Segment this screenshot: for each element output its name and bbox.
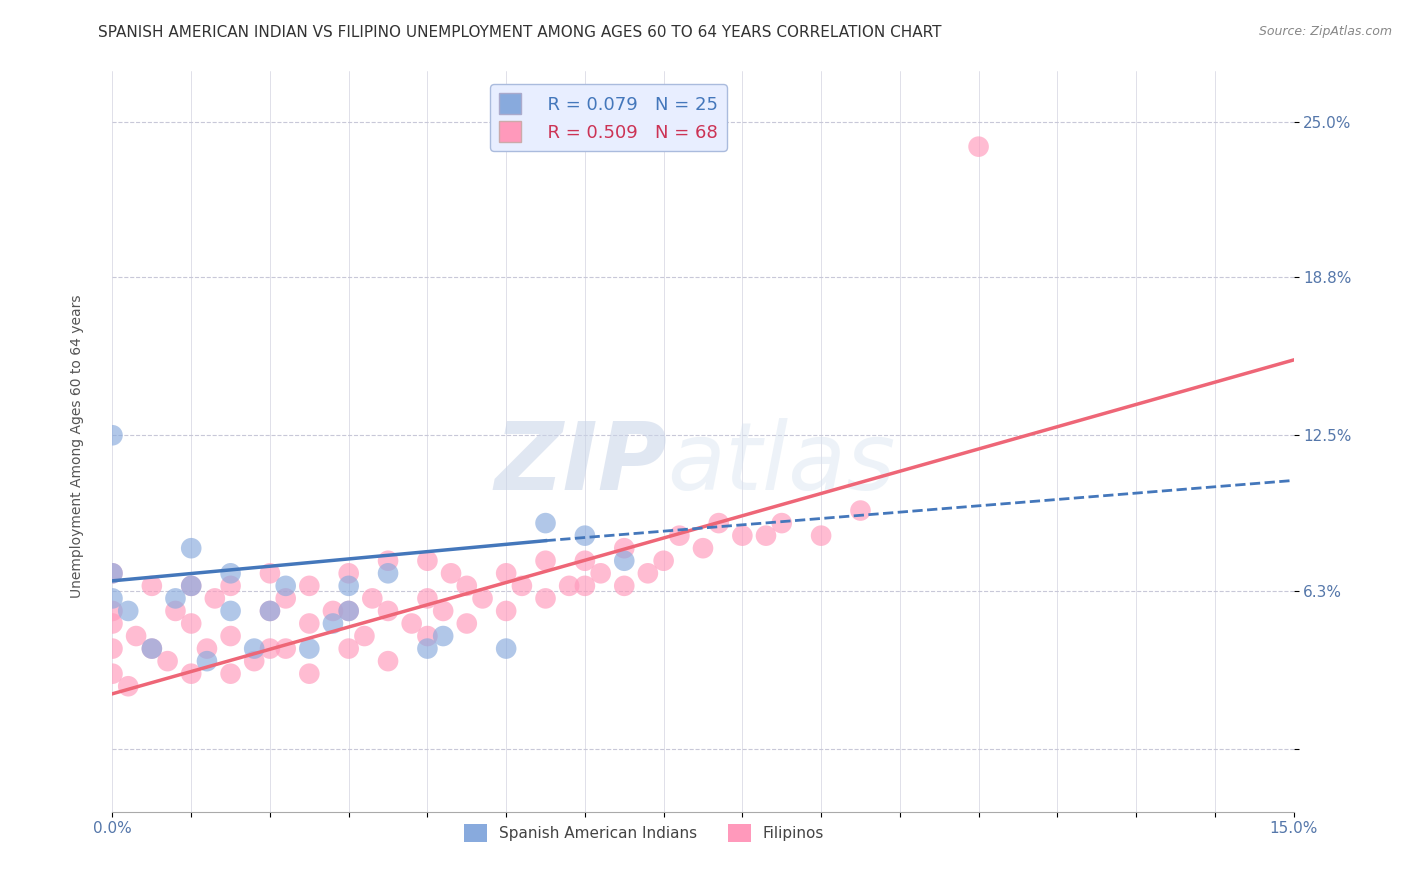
Point (731, 529, 754, 543)
Point (377, 566, 399, 581)
Point (101, 566, 124, 581)
Point (141, 579, 163, 593)
Point (298, 666, 321, 681)
Point (101, 604, 124, 618)
Text: SPANISH AMERICAN INDIAN VS FILIPINO UNEMPLOYMENT AMONG AGES 60 TO 64 YEARS CORRE: SPANISH AMERICAN INDIAN VS FILIPINO UNEM… (98, 25, 942, 40)
Point (117, 604, 139, 618)
Point (337, 566, 360, 581)
Point (755, 529, 778, 543)
Point (613, 579, 636, 593)
Point (353, 629, 375, 643)
Point (432, 604, 454, 618)
Point (440, 566, 463, 581)
Point (101, 591, 124, 606)
Point (810, 529, 832, 543)
Point (668, 529, 690, 543)
Point (416, 554, 439, 568)
Point (337, 641, 360, 656)
Legend: Spanish American Indians, Filipinos: Spanish American Indians, Filipinos (458, 818, 830, 848)
Point (298, 579, 321, 593)
Point (195, 641, 218, 656)
Point (707, 516, 730, 530)
Point (558, 579, 581, 593)
Point (337, 604, 360, 618)
Point (361, 591, 384, 606)
Point (495, 604, 517, 618)
Point (298, 616, 321, 631)
Point (274, 591, 297, 606)
Point (125, 629, 148, 643)
Point (510, 579, 533, 593)
Point (471, 591, 494, 606)
Point (243, 641, 266, 656)
Point (117, 679, 139, 693)
Point (692, 541, 714, 556)
Point (180, 666, 202, 681)
Point (156, 654, 179, 668)
Point (613, 554, 636, 568)
Point (637, 566, 659, 581)
Point (377, 604, 399, 618)
Text: ZIP: ZIP (495, 417, 668, 509)
Point (416, 641, 439, 656)
Point (101, 641, 124, 656)
Point (337, 579, 360, 593)
Point (456, 616, 478, 631)
Point (432, 629, 454, 643)
Point (101, 666, 124, 681)
Point (416, 591, 439, 606)
Point (180, 579, 202, 593)
Point (259, 566, 281, 581)
Point (259, 604, 281, 618)
Point (219, 666, 242, 681)
Point (534, 554, 557, 568)
Point (967, 139, 990, 153)
Point (259, 604, 281, 618)
Point (165, 604, 187, 618)
Point (204, 591, 226, 606)
Point (401, 616, 423, 631)
Point (322, 616, 344, 631)
Point (141, 641, 163, 656)
Point (849, 503, 872, 517)
Point (180, 541, 202, 556)
Point (495, 566, 517, 581)
Point (141, 641, 163, 656)
Text: atlas: atlas (668, 418, 896, 509)
Point (534, 516, 557, 530)
Point (274, 641, 297, 656)
Point (180, 579, 202, 593)
Point (195, 654, 218, 668)
Point (101, 616, 124, 631)
Point (574, 529, 596, 543)
Point (416, 629, 439, 643)
Point (574, 554, 596, 568)
Point (456, 579, 478, 593)
Point (770, 516, 793, 530)
Point (322, 604, 344, 618)
Point (165, 591, 187, 606)
Point (377, 654, 399, 668)
Point (243, 654, 266, 668)
Text: Unemployment Among Ages 60 to 64 years: Unemployment Among Ages 60 to 64 years (70, 294, 84, 598)
Point (274, 579, 297, 593)
Point (534, 591, 557, 606)
Point (219, 566, 242, 581)
Point (180, 616, 202, 631)
Point (652, 554, 675, 568)
Point (259, 641, 281, 656)
Point (613, 541, 636, 556)
Point (219, 629, 242, 643)
Point (377, 554, 399, 568)
Text: Source: ZipAtlas.com: Source: ZipAtlas.com (1258, 25, 1392, 38)
Point (101, 566, 124, 581)
Point (298, 641, 321, 656)
Point (337, 604, 360, 618)
Point (574, 579, 596, 593)
Point (101, 428, 124, 442)
Point (495, 641, 517, 656)
Point (589, 566, 612, 581)
Point (219, 604, 242, 618)
Point (219, 579, 242, 593)
